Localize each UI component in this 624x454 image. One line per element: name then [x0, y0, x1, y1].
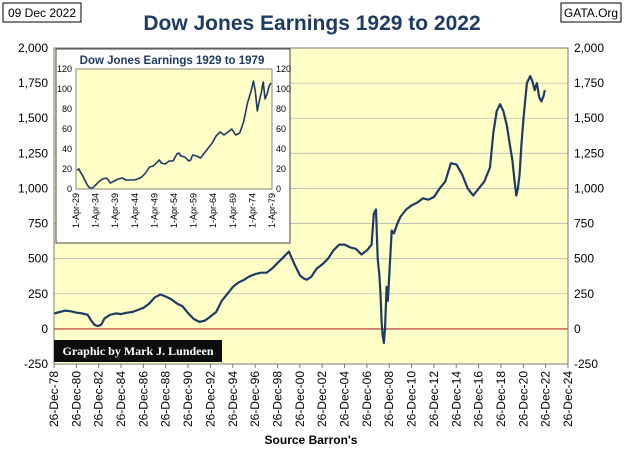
main-y-tick-label-left: 2,000 [18, 41, 48, 55]
main-y-tick-label-right: 1,750 [574, 76, 604, 90]
inset-series-line [76, 80, 272, 189]
chart-title: Dow Jones Earnings 1929 to 2022 [143, 12, 480, 35]
inset-x-tick-label: 1-Apr-44 [130, 193, 140, 228]
main-x-tick-label: 26-Dec-24 [561, 371, 575, 427]
inset-plot-frame [75, 68, 273, 190]
main-y-tick-label-left: 0 [41, 322, 48, 336]
inset-y-tick-label-right: 40 [276, 144, 286, 154]
inset-x-tick-label: 1-Apr-54 [169, 193, 179, 228]
main-x-tick-label: 26-Dec-80 [69, 371, 83, 427]
inset-y-tick-label-right: 0 [276, 184, 281, 194]
main-y-tick-label-right: 2,000 [574, 41, 604, 55]
main-x-tick-label: 26-Dec-96 [248, 371, 262, 427]
main-y-tick-label-right: 0 [574, 322, 581, 336]
inset-x-tick-label: 1-Apr-79 [267, 193, 277, 228]
main-y-tick-label-left: 250 [28, 287, 48, 301]
main-y-tick-labels-left: -250 0 250 500 750 1,000 1,250 1,500 1,750 2,000 [18, 41, 48, 371]
x-axis-label: Source Barron's [265, 433, 358, 447]
inset-y-tick-label-left: 100 [57, 84, 72, 94]
inset-x-tick-label: 1-Apr-59 [189, 193, 199, 228]
main-y-tick-label-right: -250 [574, 357, 598, 371]
main-x-tick-label: 26-Dec-94 [226, 371, 240, 427]
date-label: 09 Dec 2022 [8, 6, 76, 20]
inset-plot-area [76, 69, 272, 189]
source-tag-box [560, 2, 622, 23]
main-x-tick-label: 26-Dec-84 [114, 371, 128, 427]
main-y-tick-label-left: 1,250 [18, 146, 48, 160]
main-y-tick-label-left: 1,500 [18, 111, 48, 125]
main-x-tick-label: 26-Dec-14 [449, 371, 463, 427]
main-x-tick-label: 26-Dec-10 [405, 371, 419, 427]
inset-x-tick-label: 1-Apr-69 [228, 193, 238, 228]
main-y-tick-labels-right: -250 0 250 500 750 1,000 1,250 1,500 1,750 2,000 [574, 41, 604, 371]
inset-x-tick-label: 1-Apr-34 [91, 193, 101, 228]
inset-y-tick-label-left: 80 [62, 104, 72, 114]
main-series-line [53, 75, 546, 344]
main-x-tick-label: 26-Dec-04 [338, 371, 352, 427]
main-x-tick-label: 26-Dec-90 [181, 371, 195, 427]
main-x-tick-label: 26-Dec-06 [360, 371, 374, 427]
inset-title: Dow Jones Earnings 1929 to 1979 [80, 55, 265, 67]
inset-x-tick-label: 1-Apr-64 [208, 193, 218, 228]
inset-x-tick-label: 1-Apr-39 [110, 193, 120, 228]
date-box [2, 2, 82, 23]
inset-x-tick-label: 1-Apr-49 [149, 193, 159, 228]
main-y-tick-label-left: -250 [24, 357, 48, 371]
main-x-tick-label: 26-Dec-18 [494, 371, 508, 427]
main-x-tick-label: 26-Dec-22 [539, 371, 553, 427]
inset-x-tick-label: 1-Apr-74 [247, 193, 257, 228]
main-y-tick-label-right: 1,000 [574, 181, 604, 195]
main-x-tick-label: 26-Dec-20 [516, 371, 530, 427]
main-y-tick-label-left: 750 [28, 217, 48, 231]
inset-y-tick-label-left: 40 [62, 144, 72, 154]
source-tag: GATA.Org [564, 6, 618, 20]
main-x-tick-label: 26-Dec-88 [159, 371, 173, 427]
main-y-tick-label-left: 500 [28, 252, 48, 266]
main-y-tick-label-right: 750 [574, 217, 594, 231]
inset-y-tick-labels-right: 0 20 40 60 80 100 120 [276, 64, 291, 194]
main-x-tick-label: 26-Dec-08 [382, 371, 396, 427]
main-x-tick-label: 26-Dec-92 [203, 371, 217, 427]
main-plot-frame [53, 47, 569, 365]
inset-y-tick-label-left: 20 [62, 164, 72, 174]
main-y-tick-label-left: 1,000 [18, 181, 48, 195]
inset-x-tick-labels: 1-Apr-29 1-Apr-34 1-Apr-39 1-Apr-44 1-Apr-49… [71, 193, 277, 228]
inset-y-tick-label-left: 0 [67, 184, 72, 194]
credit-label: Graphic by Mark J. Lundeen [62, 344, 213, 358]
inset-y-tick-label-right: 60 [276, 124, 286, 134]
main-x-tick-label: 26-Dec-98 [271, 371, 285, 427]
main-x-tick-label: 26-Dec-16 [472, 371, 486, 427]
inset-x-tick-label: 1-Apr-29 [71, 193, 81, 228]
main-x-tick-label: 26-Dec-12 [427, 371, 441, 427]
main-x-tick-labels: 26-Dec-78 26-Dec-80 26-Dec-82 26-Dec-84 26-D… [47, 364, 575, 427]
inset-y-tick-label-right: 80 [276, 104, 286, 114]
main-x-tick-label: 26-Dec-82 [92, 371, 106, 427]
main-x-tick-label: 26-Dec-00 [293, 371, 307, 427]
main-x-tick-label: 26-Dec-86 [136, 371, 150, 427]
credit-box [54, 340, 222, 362]
inset-y-tick-label-right: 20 [276, 164, 286, 174]
main-y-tick-label-right: 1,250 [574, 146, 604, 160]
main-x-tick-label: 26-Dec-02 [315, 371, 329, 427]
main-y-tick-label-right: 250 [574, 287, 594, 301]
inset-y-tick-label-left: 120 [57, 64, 72, 74]
main-y-tick-label-right: 1,500 [574, 111, 604, 125]
main-y-tick-label-right: 500 [574, 252, 594, 266]
main-x-tick-label: 26-Dec-78 [47, 371, 61, 427]
main-y-tick-label-left: 1,750 [18, 76, 48, 90]
inset-y-tick-labels-left: 0 20 40 60 80 100 120 [57, 64, 72, 194]
inset-y-tick-label-left: 60 [62, 124, 72, 134]
inset-y-tick-label-right: 120 [276, 64, 291, 74]
inset-y-tick-label-right: 100 [276, 84, 291, 94]
